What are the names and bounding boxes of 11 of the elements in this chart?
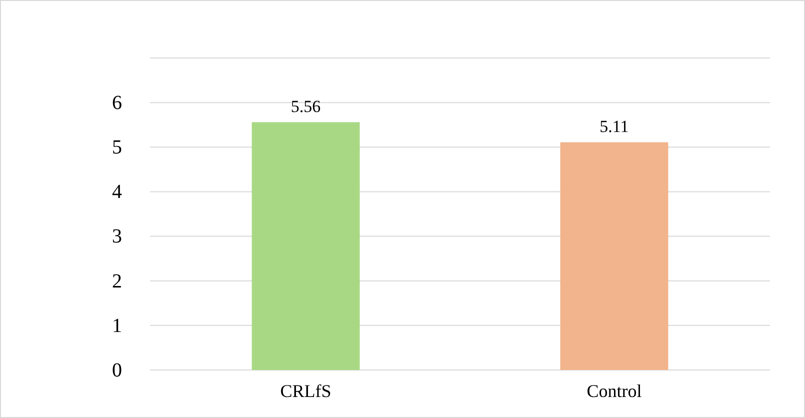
data-label: 5.11 (600, 117, 629, 136)
y-tick-label: 4 (112, 181, 122, 204)
y-tick-label: 0 (112, 359, 122, 382)
x-tick-label: CRLfS (280, 380, 332, 401)
y-tick-label: 5 (112, 136, 122, 159)
y-tick-label: 3 (112, 226, 122, 248)
data-label: 5.56 (290, 97, 321, 116)
y-tick-label: 2 (112, 270, 122, 292)
y-tick-label: 6 (112, 92, 122, 114)
x-tick-label: Control (586, 380, 642, 401)
y-tick-label: 1 (112, 314, 122, 337)
